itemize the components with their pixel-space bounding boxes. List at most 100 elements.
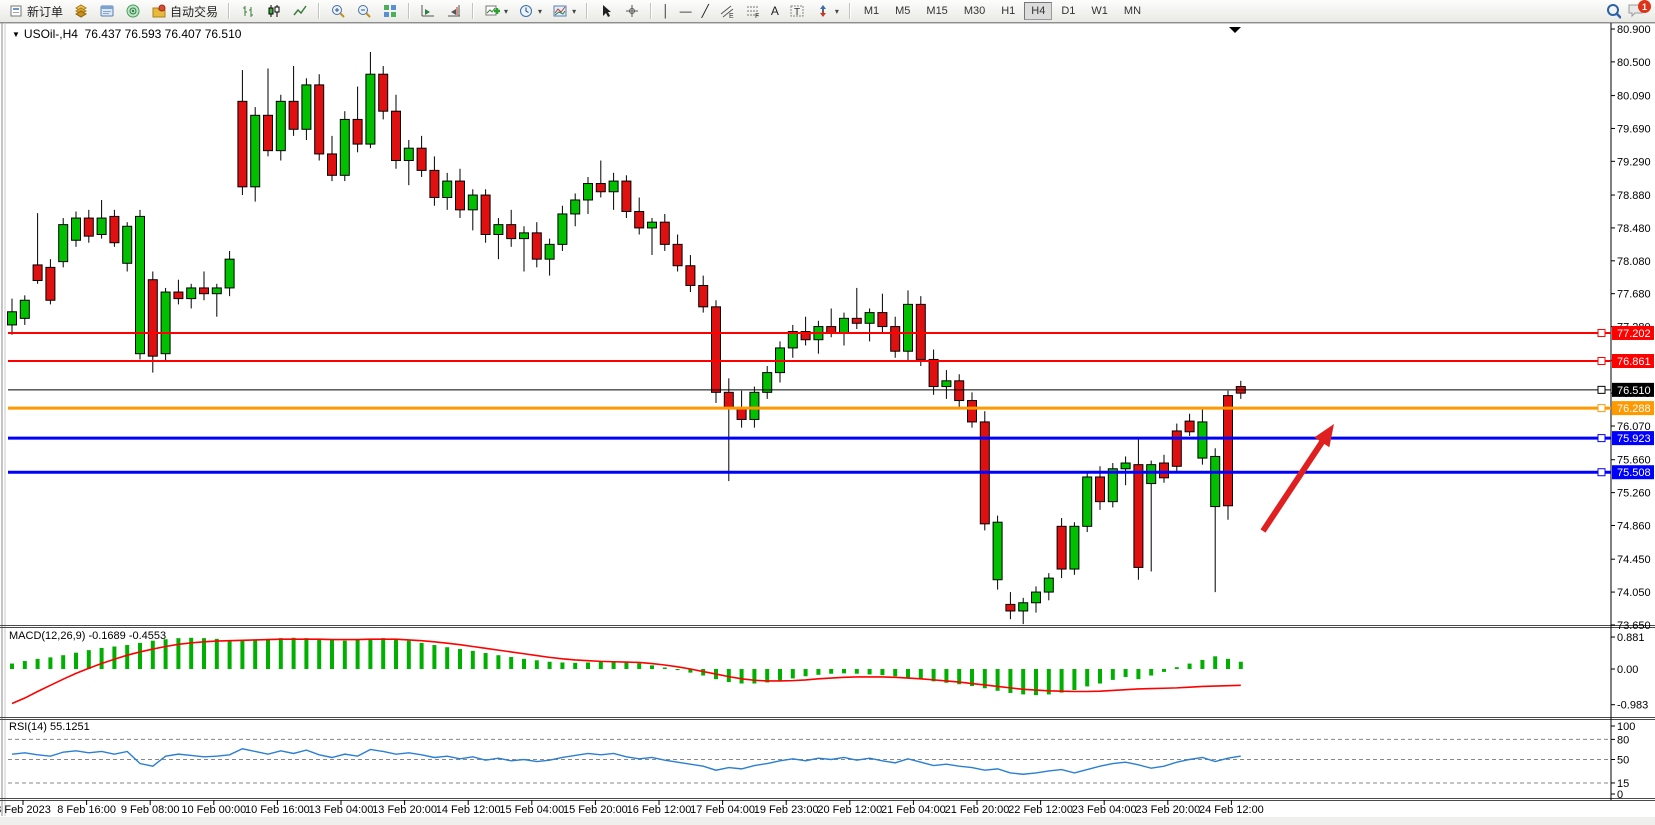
price-badge-77.202 [1612,325,1654,340]
timeframe-button-M1[interactable]: M1 [863,5,880,17]
toolbar-separator [318,3,321,19]
arrows-tool-button[interactable]: ▾ [810,1,844,21]
price-axis-tick: 75.660 [1617,455,1651,467]
chart-shift-button[interactable] [415,1,441,21]
toolbar-separator [472,3,475,19]
candles [7,52,1246,625]
time-axis-label: 14 Feb 12:00 [436,804,501,816]
timeframe-button-M15[interactable]: M15 [926,5,948,17]
price-axis-tick: 79.690 [1617,123,1651,135]
dropdown-arrow-icon: ▾ [538,6,543,16]
channel-tool-button[interactable]: E [714,1,740,21]
price-badge-label: 76.288 [1617,403,1651,415]
time-axis-label: 9 Feb 08:00 [121,804,180,816]
template-icon [552,3,568,19]
timeframe-button-M30[interactable]: M30 [963,5,986,17]
svg-text:100: 100 [1617,721,1635,733]
price-badge-75.508 [1612,465,1654,480]
template-button[interactable]: ▾ [547,1,581,21]
price-axis-tick: 78.480 [1617,223,1651,235]
signals-button[interactable] [120,1,146,21]
fibonacci-tool-button[interactable]: F [740,1,766,21]
crosshair-tool-button[interactable] [619,1,645,21]
timeframe-button-MN[interactable]: MN [1123,5,1142,17]
time-axis-label: 22 Feb 12:00 [1008,804,1073,816]
timeframe-button-H1[interactable]: H1 [1001,5,1016,17]
price-axis-tick: 80.900 [1617,24,1651,36]
svg-text:0.00: 0.00 [1617,664,1638,676]
toolbar-separator [848,3,851,19]
cursor-tool-button[interactable] [593,1,619,21]
price-axis-tick: 76.070 [1617,421,1651,433]
svg-text:0: 0 [1617,789,1623,801]
time-axis-label: 23 Feb 04:00 [1072,804,1137,816]
dropdown-arrow-icon: ▾ [834,6,839,16]
chart-shift-icon [420,3,436,19]
auto-scroll-button[interactable] [441,1,467,21]
toolbar-separator [650,3,653,19]
new-chart-button[interactable]: ▾ [479,1,513,21]
candlestick-mode-button[interactable] [261,1,287,21]
ohlc-bars-icon [240,3,256,19]
notifications-button[interactable]: 1 [1627,0,1651,20]
rsi-line [11,748,1241,775]
time-axis-label: 10 Feb 16:00 [245,804,310,816]
price-axis-tick: 75.260 [1617,488,1651,500]
search-icon[interactable] [1605,3,1621,19]
data-window-icon [99,3,115,19]
zoom-out-button[interactable] [351,1,377,21]
text-label-icon: T [789,3,805,19]
price-badge-75.923 [1612,431,1654,446]
horizontal-line-tool-button[interactable]: — [675,1,697,21]
price-axis-tick: 78.880 [1617,190,1651,202]
trendline-icon: ╱ [701,4,709,18]
timeframe-button-W1[interactable]: W1 [1091,5,1108,17]
timeframe-button-M5[interactable]: M5 [895,5,911,17]
zoom-in-button[interactable] [325,1,351,21]
tile-windows-button[interactable] [377,1,403,21]
time-axis-label: 21 Feb 04:00 [881,804,946,816]
data-window-button[interactable] [94,1,120,21]
chart-title-collapse-icon[interactable]: ▼ [12,30,20,39]
new-order-button[interactable]: 新订单 [3,1,68,22]
market-watch-button[interactable] [68,1,94,21]
auto-trading-label: 自动交易 [170,4,219,19]
timeframe-button-H4[interactable]: H4 [1024,2,1053,20]
signals-icon [125,3,141,19]
price-badge-76.861 [1612,354,1654,369]
macd-pane [10,637,1243,705]
clock-icon [518,3,534,19]
chart-title: ▼ USOil-,H4 76.437 76.593 76.407 76.510 [12,27,242,41]
timeframe-toolbar: M1 M5 M15 M30 H1 H4 D1 W1 MN [853,0,1152,22]
price-badge-label: 76.510 [1617,385,1651,397]
line-chart-mode-button[interactable] [287,1,313,21]
time-axis-label: 13 Feb 04:00 [309,804,374,816]
period-button[interactable]: ▾ [513,1,547,21]
price-axis-tick: 77.680 [1617,289,1651,301]
text-label-tool-button[interactable]: T [784,1,810,21]
equidistant-channel-icon: E [719,3,735,19]
price-badge-76.510 [1612,382,1654,397]
svg-text:0.881: 0.881 [1617,632,1645,644]
trendline-tool-button[interactable]: ╱ [697,1,714,21]
new-chart-icon [484,3,501,19]
time-axis-label: 23 Feb 20:00 [1135,804,1200,816]
svg-text:50: 50 [1617,755,1629,767]
auto-trading-button[interactable]: 自动交易 [146,1,223,22]
price-axis-tick: 74.050 [1617,587,1651,599]
arrows-icon [815,3,831,19]
last-bar-marker [1229,27,1241,33]
timeframe-button-D1[interactable]: D1 [1061,5,1076,17]
svg-text:80: 80 [1617,734,1629,746]
bar-chart-mode-button[interactable] [235,1,261,21]
new-order-label: 新订单 [27,4,64,19]
price-axis-tick: 80.500 [1617,57,1651,69]
tile-windows-icon [382,3,398,19]
toolbar-separator [228,3,231,19]
time-axis-label: 19 Feb 23:00 [754,804,819,816]
toolbar-separator [586,3,589,19]
text-tool-button[interactable]: A [766,1,784,21]
vertical-line-tool-button[interactable]: │ [657,1,675,21]
